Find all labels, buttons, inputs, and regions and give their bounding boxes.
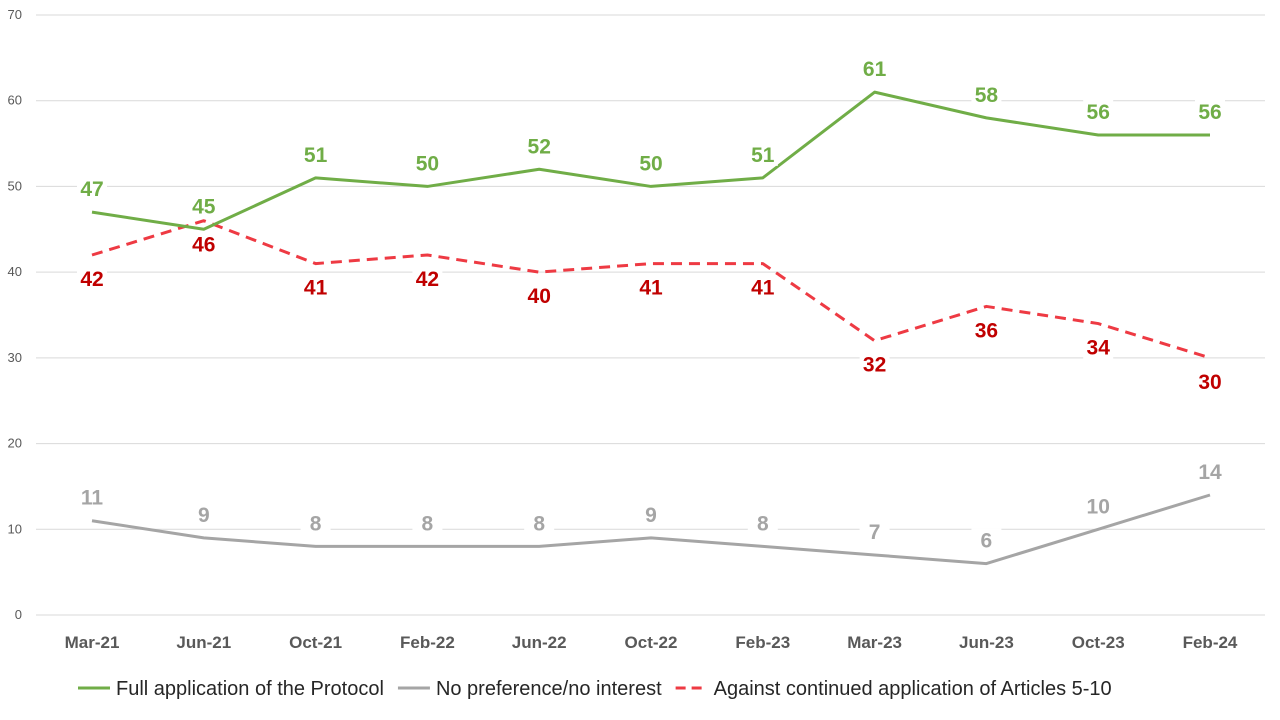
y-tick-label: 30 [8,350,22,365]
data-label-against-continued-application-of-articles-5-10: 36 [975,319,998,342]
series-line-against-continued-application-of-articles-5-10 [91,219,1211,360]
data-label-bg [971,318,1002,342]
data-label-full-application-of-the-protocol: 52 [528,135,551,158]
data-label-bg [188,502,219,526]
data-label-bg [1195,100,1225,123]
x-tick-label: Feb-24 [1183,633,1238,652]
x-tick-label: Jun-23 [959,633,1014,652]
data-label-bg [77,177,107,201]
data-label-bg [412,151,443,175]
x-tick-label: Oct-22 [625,633,678,652]
x-tick-label: Mar-21 [65,633,120,652]
x-axis-ticks: Mar-21 Jun-21 Oct-21 Feb-22 Jun-22 Oct-22 Feb-… [65,633,1238,652]
x-tick-label: Oct-21 [289,633,342,652]
data-label-full-application-of-the-protocol: 51 [304,144,328,167]
legend-label-full-application-of-the-protocol: Full application of the Protocol [116,678,384,700]
data-label-no-preference-no-interest: 10 [1087,495,1110,518]
data-label-against-continued-application-of-articles-5-10: 41 [751,277,775,300]
data-label-against-continued-application-of-articles-5-10: 42 [80,268,103,291]
series-line-no-preference-no-interest [91,493,1211,566]
data-label-bg [188,232,219,256]
data-label-no-preference-no-interest: 8 [422,512,434,535]
data-label-bg [636,275,666,299]
x-tick-label: Jun-22 [512,633,567,652]
data-label-bg [300,275,331,299]
data-label-bg [747,142,778,166]
data-label-against-continued-application-of-articles-5-10: 41 [304,277,328,300]
y-tick-label: 10 [8,521,22,536]
x-tick-label: Feb-23 [735,633,790,652]
data-label-bg [859,520,890,543]
data-label-no-preference-no-interest: 9 [645,504,657,527]
data-label-bg [636,502,666,526]
series-lines [91,90,1211,566]
data-label-bg [971,82,1002,106]
data-label-bg [188,194,219,218]
x-tick-label: Feb-22 [400,633,455,652]
data-label-full-application-of-the-protocol: 61 [863,58,887,81]
data-label-bg [77,267,107,290]
data-label-against-continued-application-of-articles-5-10: 46 [192,234,215,257]
y-tick-label: 0 [15,607,22,622]
data-label-full-application-of-the-protocol: 50 [416,152,439,175]
data-label-bg [971,528,1002,552]
legend-label-no-preference-no-interest: No preference/no interest [436,678,662,700]
data-label-bg [1083,335,1114,359]
data-label-no-preference-no-interest: 7 [869,521,881,544]
y-tick-label: 60 [8,93,22,108]
legend: Full application of the Protocol No prefe… [78,678,1112,700]
data-label-no-preference-no-interest: 9 [198,504,210,527]
data-label-bg [1083,494,1114,518]
y-tick-label: 50 [8,178,22,193]
data-label-against-continued-application-of-articles-5-10: 42 [416,268,439,291]
y-tick-label: 20 [8,436,22,451]
data-label-full-application-of-the-protocol: 47 [80,178,103,201]
data-label-bg [859,57,890,81]
data-label-full-application-of-the-protocol: 45 [192,195,216,218]
data-label-bg [1195,369,1225,393]
data-label-no-preference-no-interest: 11 [81,487,104,510]
series-line-full-application-of-the-protocol [91,90,1210,231]
x-tick-label: Oct-23 [1072,633,1125,652]
data-label-full-application-of-the-protocol: 56 [1087,101,1110,124]
data-label-bg [300,142,331,166]
data-label-full-application-of-the-protocol: 51 [751,144,775,167]
data-label-bg [1083,100,1114,123]
data-labels: 47 45 51 50 52 50 51 61 58 56 56 11 9 8 8 8 9 8 7 6 10 14 42 46… [77,57,1225,553]
data-label-bg [524,284,555,308]
data-label-against-continued-application-of-articles-5-10: 32 [863,354,886,377]
data-label-full-application-of-the-protocol: 50 [639,152,662,175]
legend-label-against-continued-application-of-articles-5-10: Against continued application of Article… [714,678,1112,700]
data-label-bg [412,267,443,290]
x-tick-label: Jun-21 [176,633,231,652]
data-label-bg [747,511,778,535]
data-label-no-preference-no-interest: 6 [981,530,993,553]
y-tick-label: 40 [8,264,22,279]
y-axis-ticks: 0 10 20 30 40 50 60 70 [8,7,22,622]
data-label-bg [412,511,443,535]
x-tick-label: Mar-23 [847,633,902,652]
data-label-no-preference-no-interest: 8 [310,512,322,535]
data-label-bg [300,511,331,535]
data-label-against-continued-application-of-articles-5-10: 30 [1198,371,1221,394]
data-label-bg [524,134,555,158]
data-label-bg [1195,460,1225,483]
data-label-bg [524,511,555,535]
data-label-against-continued-application-of-articles-5-10: 40 [528,285,551,308]
data-label-bg [77,485,107,509]
data-label-bg [747,275,778,299]
data-label-no-preference-no-interest: 8 [757,512,769,535]
data-label-no-preference-no-interest: 8 [533,512,545,535]
data-label-bg [636,151,666,175]
data-label-bg [859,352,890,376]
data-label-against-continued-application-of-articles-5-10: 41 [639,277,663,300]
data-label-against-continued-application-of-articles-5-10: 34 [1087,337,1111,360]
data-label-full-application-of-the-protocol: 58 [975,84,999,107]
data-label-no-preference-no-interest: 14 [1198,461,1222,484]
data-label-full-application-of-the-protocol: 56 [1198,101,1221,124]
y-tick-label: 70 [8,7,22,22]
